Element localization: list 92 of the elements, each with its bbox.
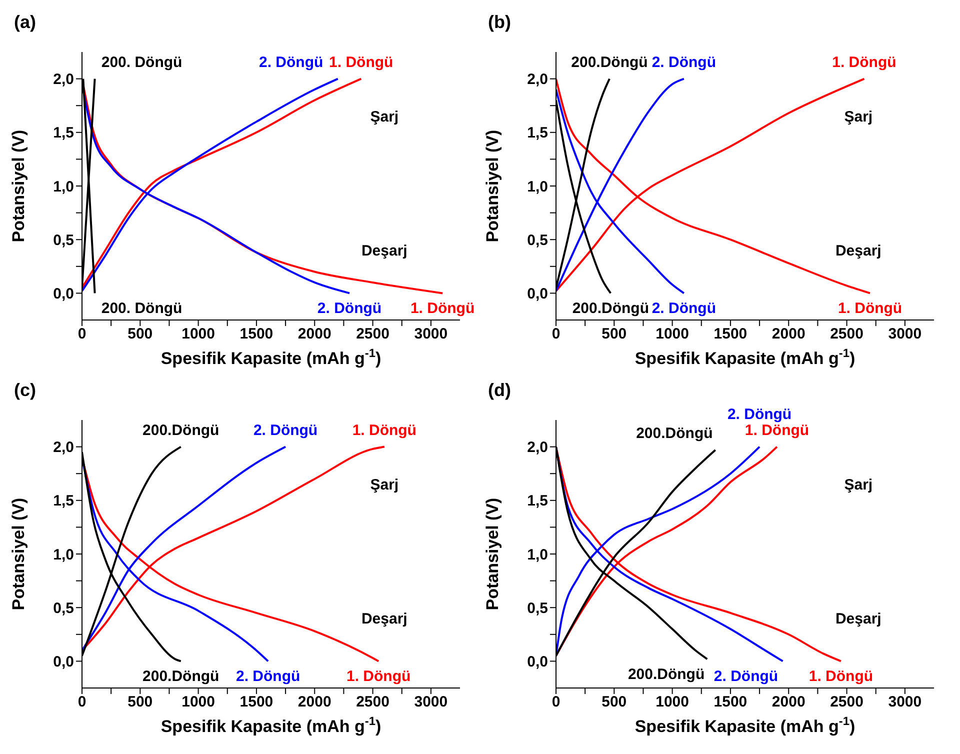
series-label: 2. Döngü (253, 422, 318, 439)
series-label: 2. Döngü (652, 300, 716, 318)
x-tick-label: 500 (128, 694, 153, 711)
series-label: 1. Döngü (329, 54, 394, 71)
text: 2. Döngü (727, 406, 792, 423)
y-tick-label: 0,0 (53, 654, 74, 671)
y-tick-label: 1,0 (53, 178, 74, 196)
x-tick-label: 0 (552, 694, 560, 711)
chart-title: (d) (488, 380, 511, 400)
y-axis-title: Potansiyel (V) (483, 498, 502, 610)
series-label: 200. Döngü (101, 54, 182, 71)
annotation: Deşarj (835, 610, 882, 628)
x-tick-label: 2000 (772, 326, 806, 343)
x-tick-label: 500 (128, 326, 153, 343)
y-tick-label: 0,0 (527, 286, 548, 303)
annotation: Şarj (844, 476, 873, 494)
series-label: 1. Döngü (838, 300, 902, 318)
y-tick-label: 0,5 (53, 232, 74, 249)
y-tick-label: 0,0 (527, 654, 548, 671)
x-tick-label: 500 (602, 326, 627, 343)
y-axis-title: Potansiyel (V) (483, 130, 502, 242)
x-tick-label: 2500 (830, 326, 864, 343)
series-label: 200.Döngü (142, 668, 220, 686)
x-axis-title: Spesifik Kapasite (mAh g$^{-1}$) (634, 346, 856, 368)
series-label: 1. Döngü (808, 668, 874, 686)
y-tick-label: 1,0 (527, 546, 548, 564)
x-tick-label: 500 (602, 694, 627, 711)
x-tick-label: 1000 (656, 694, 689, 711)
y-tick-label: 1,5 (53, 124, 74, 142)
series-label: 1. Döngü (346, 668, 411, 686)
x-tick-label: 1500 (714, 326, 748, 343)
y-axis-title: Potansiyel (V) (9, 130, 28, 242)
chart-title: (b) (488, 12, 511, 32)
x-tick-label: 3000 (414, 694, 448, 711)
y-tick-label: 1,5 (527, 492, 548, 510)
x-tick-label: 1500 (240, 694, 274, 711)
y-tick-label: 1,0 (527, 178, 548, 196)
x-tick-label: 2000 (298, 694, 332, 711)
annotation: Deşarj (835, 242, 882, 260)
series-label: 200.Döngü (142, 422, 220, 439)
chart-title: (c) (14, 380, 36, 400)
y-tick-label: 1,0 (53, 546, 74, 564)
series-label: 200.Döngü (628, 666, 705, 684)
x-tick-label: 1500 (714, 694, 748, 711)
x-axis-title: Spesifik Kapasite (mAh g$^{-1}$) (634, 714, 856, 736)
y-tick-label: 2,0 (527, 71, 548, 88)
y-axis-title: Potansiyel (V) (9, 498, 28, 610)
series-label: 200. Döngü (101, 300, 182, 318)
x-tick-label: 2000 (298, 326, 332, 343)
series-label: 2. Döngü (236, 668, 300, 686)
x-tick-label: 1000 (182, 326, 215, 343)
x-tick-label: 2000 (772, 694, 806, 711)
x-tick-label: 3000 (888, 694, 922, 711)
y-tick-label: 0,0 (53, 286, 74, 303)
x-tick-label: 3000 (414, 326, 448, 343)
series-label: 2. Döngü (652, 54, 716, 71)
y-tick-label: 0,5 (527, 232, 548, 249)
x-tick-label: 2500 (356, 326, 390, 343)
x-tick-label: 0 (78, 694, 86, 711)
series-label: 200.Döngü (571, 54, 648, 71)
x-tick-label: 1500 (240, 326, 274, 343)
x-axis-title: Spesifik Kapasite (mAh g$^{-1}$) (160, 714, 382, 736)
x-tick-label: 0 (552, 326, 560, 343)
y-tick-label: 0,5 (53, 600, 74, 617)
x-tick-label: 0 (78, 326, 86, 343)
x-tick-label: 3000 (888, 326, 922, 343)
annotation: Deşarj (361, 242, 408, 260)
y-tick-label: 2,0 (53, 71, 74, 88)
x-axis-title: Spesifik Kapasite (mAh g$^{-1}$) (160, 346, 382, 368)
y-tick-label: 2,0 (53, 439, 74, 456)
series-label: 1. Döngü (352, 422, 416, 439)
x-tick-label: 2500 (830, 694, 864, 711)
x-tick-label: 1000 (656, 326, 689, 343)
series-label: 2. Döngü (258, 54, 324, 71)
y-tick-label: 1,5 (527, 124, 548, 142)
series-label: 1. Döngü (832, 54, 896, 71)
y-tick-label: 2,0 (527, 439, 548, 456)
series-label: 2. Döngü (317, 300, 382, 318)
annotation: Şarj (370, 476, 399, 494)
series-label: 1. Döngü (744, 422, 810, 439)
y-tick-label: 1,5 (53, 492, 74, 510)
series-label: 200.Döngü (572, 300, 650, 318)
series-label: 200.Döngü (636, 425, 713, 442)
x-tick-label: 1000 (182, 694, 215, 711)
annotation: Şarj (844, 108, 873, 126)
series-label: 2. Döngü (714, 668, 778, 686)
y-tick-label: 0,5 (527, 600, 548, 617)
x-tick-label: 2500 (356, 694, 390, 711)
series-label: 1. Döngü (410, 300, 475, 318)
annotation: Şarj (370, 108, 399, 126)
annotation: Deşarj (361, 610, 408, 628)
chart-title: (a) (14, 12, 36, 32)
